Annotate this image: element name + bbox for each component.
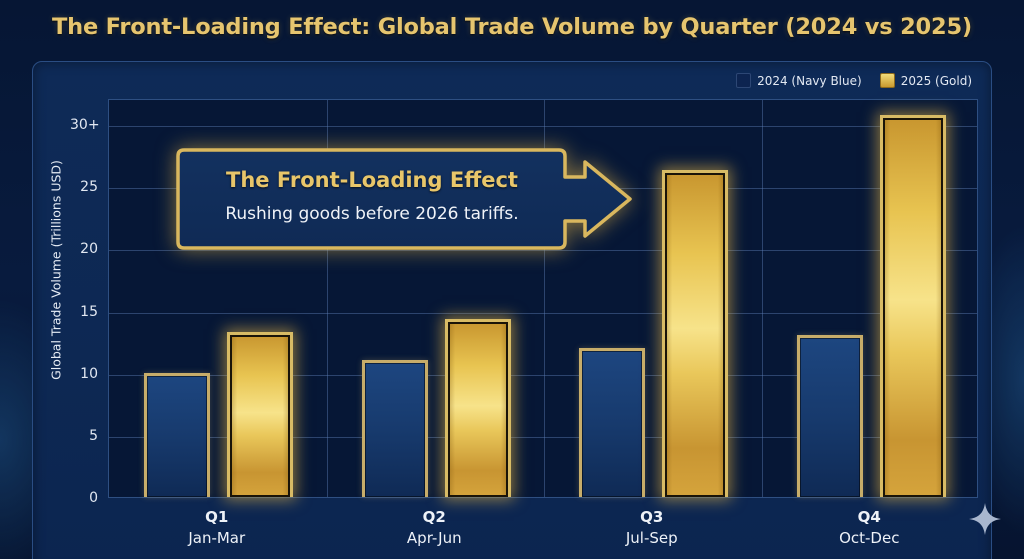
bar-2025-q1 [227, 331, 293, 497]
y-tick-label: 0 [89, 490, 98, 506]
chart-title: The Front-Loading Effect: Global Trade V… [52, 14, 972, 40]
quarter-label: Q1 [205, 508, 229, 526]
gridline-x-2 [544, 100, 545, 497]
legend-item-2024: 2024 (Navy Blue) [736, 73, 862, 88]
months-label: Oct-Dec [839, 529, 900, 547]
quarter-label: Q4 [857, 508, 881, 526]
legend-label-2024: 2024 (Navy Blue) [757, 73, 862, 88]
gridline-y-15 [109, 312, 977, 314]
gridline-y-10 [109, 374, 977, 376]
bar-2024-q4 [796, 335, 863, 497]
months-label: Apr-Jun [406, 529, 462, 547]
front-loading-callout: The Front-Loading Effect Rushing goods b… [176, 148, 636, 250]
callout-title: The Front-Loading Effect [226, 168, 518, 192]
months-label: Jul-Sep [625, 529, 678, 547]
legend-item-2025: 2025 (Gold) [879, 73, 972, 88]
legend-label-2025: 2025 (Gold) [900, 73, 972, 88]
sparkle-icon [969, 503, 1001, 535]
bar-2025-q3 [662, 170, 728, 497]
gridline-y-30 [109, 126, 977, 127]
months-label: Jan-Mar [188, 529, 246, 547]
gridline-x-1 [326, 100, 328, 497]
x-category-q1: Q1 Jan-Mar [147, 508, 287, 549]
y-tick-label: 15 [80, 303, 98, 320]
x-category-q4: Q4 Oct-Dec [799, 508, 939, 549]
x-category-q3: Q3 Jul-Sep [582, 508, 722, 549]
quarter-label: Q2 [422, 508, 446, 526]
x-category-q2: Q2 Apr-Jun [364, 508, 504, 549]
callout-subtitle: Rushing goods before 2026 tariffs. [225, 204, 519, 224]
y-tick-label: 10 [80, 365, 98, 382]
y-axis-label: Global Trade Volume (Trillions USD) [48, 160, 64, 380]
bar-2024-q3 [579, 347, 645, 497]
bar-2024-q1 [144, 372, 210, 497]
legend-swatch-navy [736, 73, 752, 88]
legend: 2024 (Navy Blue) 2025 (Gold) [736, 73, 972, 88]
bar-2024-q2 [361, 360, 428, 497]
legend-swatch-gold [879, 73, 895, 88]
y-tick-label: 5 [89, 427, 98, 444]
bar-2025-q4 [879, 115, 946, 497]
bar-2025-q2 [444, 319, 511, 497]
gridline-x-3 [761, 100, 763, 497]
y-tick-label: 20 [80, 241, 98, 258]
quarter-label: Q3 [640, 508, 664, 526]
gridline-y-20 [109, 250, 977, 252]
y-tick-label: 25 [80, 179, 98, 196]
y-tick-label: 30+ [70, 117, 100, 133]
callout-arrow-shape [176, 148, 632, 250]
gridline-y-5 [109, 436, 977, 438]
